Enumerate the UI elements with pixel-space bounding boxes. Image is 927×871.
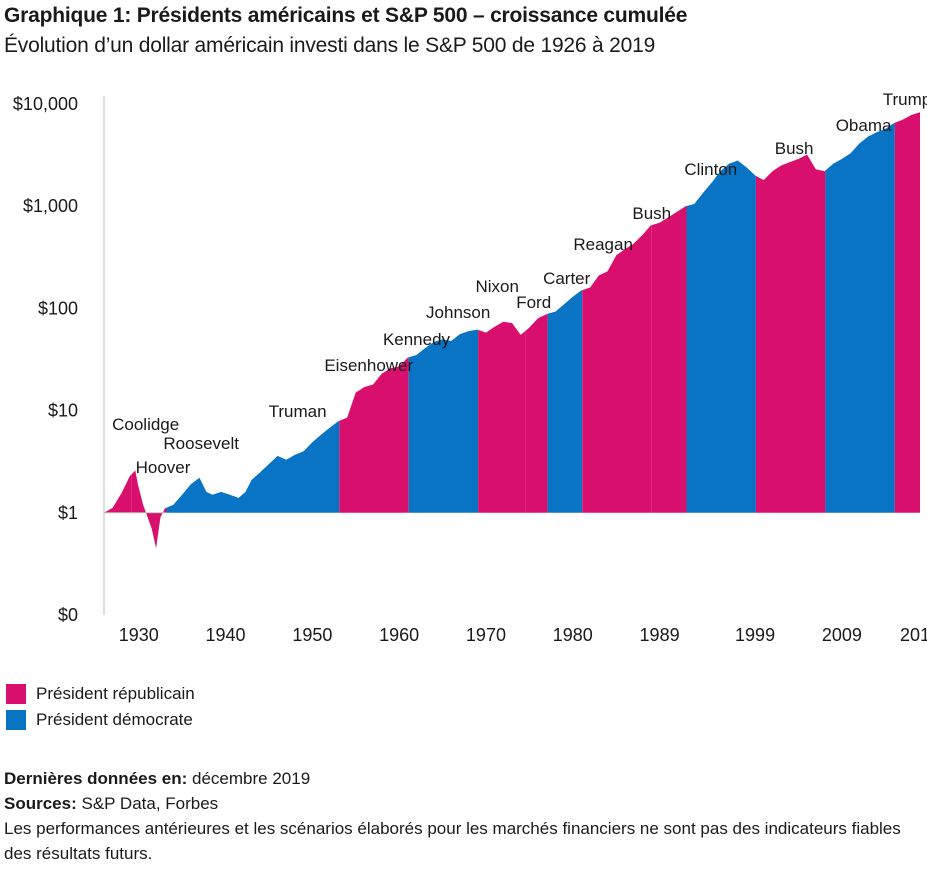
area-segment-johnson <box>433 329 479 513</box>
sources-value: S&P Data, Forbes <box>81 794 219 813</box>
president-label-nixon: Nixon <box>476 277 519 296</box>
area-segment-roosevelt <box>166 461 272 513</box>
x-tick-label: 2019 <box>900 625 927 645</box>
area-segment-hoover <box>131 470 167 549</box>
area-segment-bush <box>651 206 687 513</box>
y-tick-label: $1 <box>58 503 78 523</box>
area-segment-eisenhower <box>339 357 409 513</box>
x-tick-label: 1950 <box>292 625 332 645</box>
legend-swatch-republican <box>6 684 26 704</box>
legend-swatch-democrat <box>6 710 26 730</box>
president-label-bush: Bush <box>632 204 671 223</box>
president-label-eisenhower: Eisenhower <box>324 356 413 375</box>
x-tick-label: 1970 <box>466 625 506 645</box>
last-data-line: Dernières données en: décembre 2019 <box>4 766 927 791</box>
y-tick-label: $100 <box>38 298 78 318</box>
area-segment-ford <box>525 313 548 513</box>
area-segment-truman <box>271 420 340 513</box>
y-axis-ticks: $0 $1 $10 $100 $1,000 $10,000 <box>13 94 78 625</box>
y-tick-label: $10 <box>48 401 78 421</box>
area-segment-coolidge <box>104 474 132 513</box>
x-tick-label: 1989 <box>640 625 680 645</box>
x-tick-label: 1940 <box>206 625 246 645</box>
x-axis-ticks: 1930 1940 1950 1960 1970 1980 1989 1999 2009 2019 <box>119 625 927 645</box>
president-label-coolidge: Coolidge <box>112 415 179 434</box>
legend: Président républicain Président démocrat… <box>6 681 195 733</box>
sources-line: Sources: S&P Data, Forbes <box>4 791 927 816</box>
area-segment-kennedy <box>408 342 433 513</box>
footer: Dernières données en: décembre 2019 Sour… <box>4 766 927 866</box>
president-label-johnson: Johnson <box>426 303 490 322</box>
legend-label-democrat: Président démocrate <box>36 710 193 729</box>
chart-subtitle: Évolution d’un dollar américain investi … <box>4 34 656 57</box>
area-segment-reagan <box>582 225 652 513</box>
area-segments <box>104 112 920 549</box>
president-label-bush: Bush <box>775 139 814 158</box>
x-tick-label: 1980 <box>553 625 593 645</box>
y-tick-label: $1,000 <box>23 196 78 216</box>
president-labels: Coolidge Hoover Roosevelt Truman Eisenhower K… <box>112 90 927 477</box>
y-tick-label: $10,000 <box>13 94 78 114</box>
area-segment-bush <box>755 154 826 513</box>
president-label-roosevelt: Roosevelt <box>163 434 239 453</box>
chart-title: Graphique 1: Présidents américains et S&… <box>4 4 688 27</box>
area-segment-nixon <box>478 321 526 513</box>
president-label-truman: Truman <box>269 402 327 421</box>
area-segment-clinton <box>686 160 756 513</box>
legend-label-republican: Président républicain <box>36 684 195 703</box>
area-segment-carter <box>547 290 583 513</box>
legend-item-republican: Président républicain <box>6 681 195 707</box>
disclaimer: Les performances antérieures et les scén… <box>4 819 901 863</box>
president-label-kennedy: Kennedy <box>383 330 451 349</box>
president-label-trump: Trump <box>883 90 927 109</box>
legend-item-democrat: Président démocrate <box>6 707 195 733</box>
area-segment-obama <box>825 122 895 513</box>
last-data-value: décembre 2019 <box>192 769 311 788</box>
y-tick-label: $0 <box>58 605 78 625</box>
president-label-hoover: Hoover <box>136 458 191 477</box>
area-segment-trump <box>894 112 920 513</box>
president-label-reagan: Reagan <box>573 235 633 254</box>
last-data-label: Dernières données en: <box>4 769 188 788</box>
president-label-ford: Ford <box>516 293 551 312</box>
x-tick-label: 2009 <box>822 625 862 645</box>
president-label-obama: Obama <box>836 116 892 135</box>
president-label-carter: Carter <box>543 269 591 288</box>
x-tick-label: 1930 <box>119 625 159 645</box>
president-label-clinton: Clinton <box>684 160 737 179</box>
x-tick-label: 1960 <box>379 625 419 645</box>
sources-label: Sources: <box>4 794 77 813</box>
x-tick-label: 1999 <box>735 625 775 645</box>
sp500-presidents-chart: $0 $1 $10 $100 $1,000 $10,000 1930 1940 1950 196… <box>13 90 927 645</box>
